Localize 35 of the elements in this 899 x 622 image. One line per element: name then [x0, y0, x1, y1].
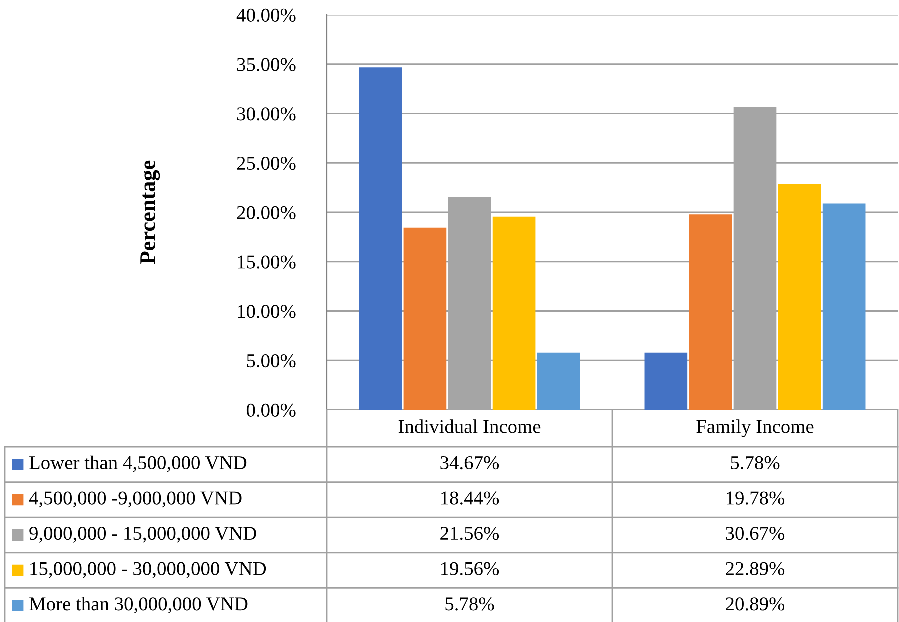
- data-label: 30.67%: [726, 526, 785, 540]
- y-tick-label: 0.00%: [246, 404, 296, 418]
- y-tick-label: 30.00%: [237, 108, 296, 121]
- bar: [537, 352, 580, 410]
- x-tick-label: Individual Income: [398, 420, 541, 434]
- legend-label: 15,000,000 - 30,000,000 VND: [30, 562, 266, 578]
- y-tick-label: 40.00%: [236, 8, 296, 22]
- legend-label: More than 30,000,000 VND: [30, 597, 248, 614]
- x-tick-label: Family Income: [696, 420, 814, 438]
- y-tick-label: 25.00%: [237, 156, 296, 170]
- y-tick-label: 35.00%: [237, 58, 296, 72]
- data-label: 21.56%: [440, 526, 500, 540]
- y-tick-label: 15.00%: [238, 256, 296, 269]
- legend-label: Lower than 4,500,000 VND: [30, 456, 247, 472]
- legend-label: 4,500,000 -9,000,000 VND: [29, 492, 242, 508]
- data-label: 19.78%: [726, 492, 785, 505]
- bar: [822, 204, 866, 410]
- y-tick-label: 10.00%: [238, 305, 296, 318]
- data-label: 19.56%: [441, 562, 500, 576]
- data-label: 18.44%: [441, 492, 500, 505]
- data-label: 5.78%: [446, 598, 494, 611]
- data-label: 34.67%: [440, 456, 500, 470]
- bar: [359, 68, 402, 410]
- data-label: 22.89%: [726, 562, 785, 576]
- data-label: 5.78%: [731, 456, 780, 470]
- bar: [492, 216, 536, 410]
- y-tick-label: 20.00%: [237, 206, 296, 220]
- legend-label: 9,000,000 - 15,000,000 VND: [30, 526, 256, 543]
- data-label: 20.89%: [726, 598, 785, 611]
- bar: [644, 352, 688, 410]
- bar: [689, 214, 732, 410]
- bar: [404, 228, 447, 410]
- bar: [778, 184, 822, 410]
- y-axis-title: Percentage: [140, 160, 160, 264]
- y-tick-label: 5.00%: [247, 354, 296, 368]
